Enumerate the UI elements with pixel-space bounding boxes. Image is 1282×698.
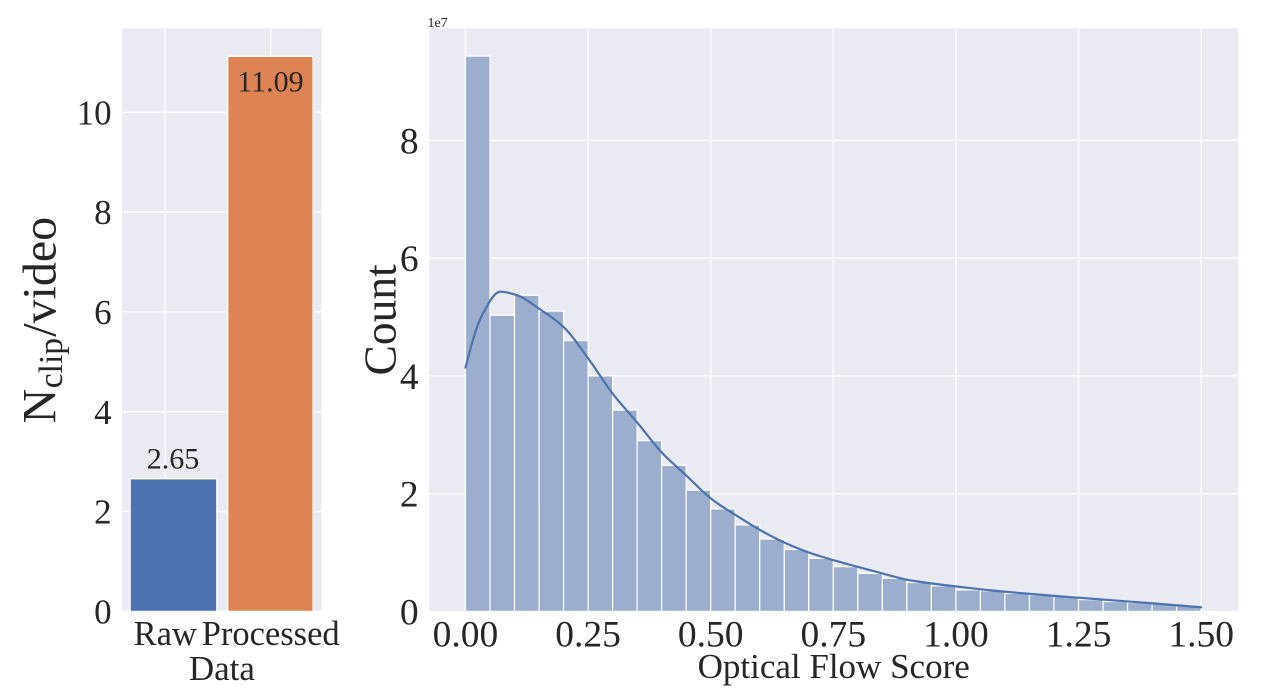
svg-text:4: 4 [400, 357, 419, 398]
svg-text:6: 6 [400, 239, 419, 280]
svg-text:Count: Count [355, 264, 406, 376]
svg-text:0.25: 0.25 [555, 614, 621, 655]
svg-text:2: 2 [400, 475, 419, 516]
svg-text:0.00: 0.00 [433, 614, 499, 655]
svg-text:8: 8 [400, 121, 419, 162]
svg-text:10: 10 [77, 93, 112, 132]
svg-text:0.50: 0.50 [678, 614, 744, 655]
svg-text:8: 8 [94, 193, 112, 232]
svg-text:1e7: 1e7 [427, 16, 447, 31]
svg-text:1.25: 1.25 [1046, 614, 1112, 655]
svg-text:Optical Flow Score: Optical Flow Score [698, 647, 970, 686]
svg-text:0: 0 [400, 592, 419, 633]
svg-text:11.09: 11.09 [237, 65, 303, 98]
svg-text:2: 2 [94, 493, 112, 532]
svg-text:Processed: Processed [202, 615, 340, 653]
svg-text:0.75: 0.75 [800, 614, 866, 655]
svg-text:6: 6 [94, 293, 112, 332]
svg-text:N / v i: N / v i d e o c l i p [13, 213, 70, 424]
svg-text:2.65: 2.65 [147, 442, 200, 475]
svg-text:0: 0 [94, 593, 112, 632]
svg-text:Data: Data [189, 649, 256, 688]
svg-text:1.00: 1.00 [923, 614, 989, 655]
svg-text:4: 4 [94, 393, 112, 432]
svg-text:Raw: Raw [134, 615, 197, 653]
svg-text:1.50: 1.50 [1168, 614, 1234, 655]
